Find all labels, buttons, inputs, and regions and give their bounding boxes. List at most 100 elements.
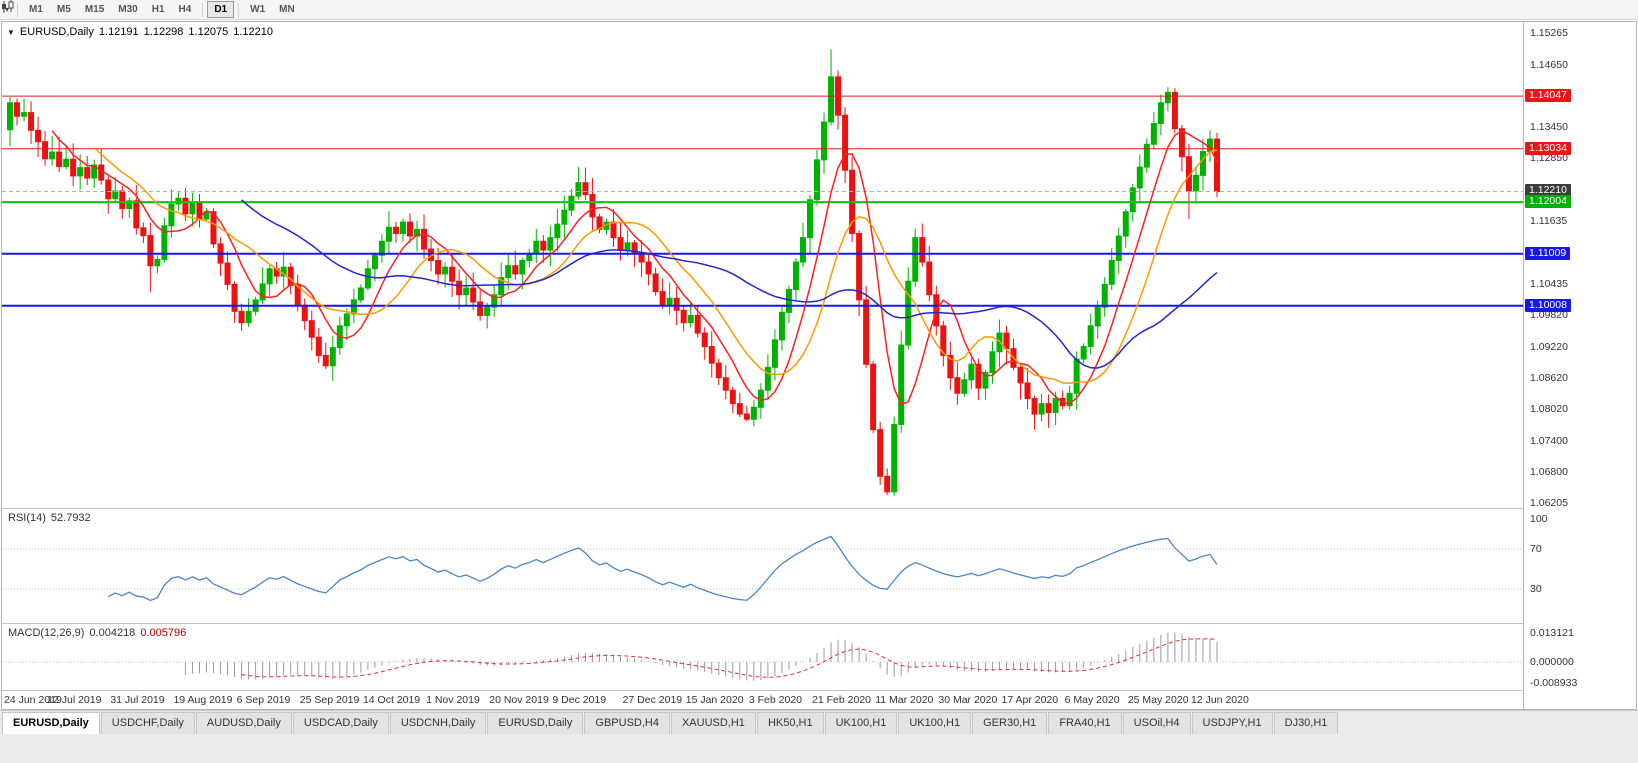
price-axis-tick: 1.09220 [1530, 340, 1568, 353]
timeframe-button-m30[interactable]: M30 [118, 4, 138, 15]
price-axis-tick: 1.08020 [1530, 402, 1568, 415]
timeframe-button-m1[interactable]: M1 [29, 4, 43, 15]
chart-tab-14-usdjpy-h1[interactable]: USDJPY,H1 [1191, 712, 1273, 734]
chart-tab-1-usdchf-daily[interactable]: USDCHF,Daily [100, 712, 195, 734]
price-axis-tick: 1.06205 [1530, 497, 1568, 509]
price-axis-tick: 1.10435 [1530, 277, 1568, 290]
time-axis-label: 12 Jun 2020 [1191, 694, 1249, 706]
macd-label: MACD(12,26,9) 0.004218 0.005796 [8, 627, 186, 639]
macd-name: MACD(12,26,9) [8, 627, 85, 639]
chart-tab-12-fra40-h1[interactable]: FRA40,H1 [1048, 712, 1122, 734]
price-axis-tick: 1.08620 [1530, 371, 1568, 384]
time-axis-label: 24 Jun 2019 [4, 694, 62, 706]
chart-tab-10-uk100-h1[interactable]: UK100,H1 [898, 712, 972, 734]
chart-tab-8-hk50-h1[interactable]: HK50,H1 [756, 712, 824, 734]
chart-tab-13-usoil-h4[interactable]: USOil,H4 [1122, 712, 1191, 734]
time-axis-label: 6 Sep 2019 [236, 694, 291, 706]
pane-separator [2, 690, 1636, 691]
resistance-line-2-badge: 1.13034 [1525, 141, 1571, 155]
chart-tab-5-eurusd-daily[interactable]: EURUSD,Daily [487, 712, 584, 734]
price-axis-tick: 1.15265 [1530, 27, 1568, 39]
rsi-name: RSI(14) [8, 512, 46, 524]
time-axis-label: 1 Nov 2019 [426, 694, 480, 706]
toolbar-separator [238, 2, 240, 17]
support-line-blue-1-badge: 1.11009 [1525, 246, 1571, 260]
timeframe-button-m5[interactable]: M5 [56, 4, 71, 15]
rsi-axis-tick: 30 [1530, 583, 1542, 595]
timeframe-button-w1[interactable]: W1 [250, 4, 266, 15]
ohlc-open: 1.12191 [98, 26, 139, 38]
candlestick-series [7, 49, 1220, 496]
macd-canvas [2, 632, 1523, 681]
rsi-indicator-pane[interactable]: RSI(14) 52.7932 [2, 509, 1523, 623]
macd-axis-tick: 0.000000 [1530, 655, 1574, 668]
timeframe-button-mn[interactable]: MN [279, 4, 295, 15]
candlestick-glyph-icon [2, 0, 14, 13]
chart-tab-2-audusd-daily[interactable]: AUDUSD,Daily [195, 712, 292, 734]
macd-signal-line [241, 638, 1218, 678]
pane-separator[interactable] [2, 623, 1636, 624]
time-axis: 24 Jun 2019 12 Jul 2019 31 Jul 2019 19 Aug … [2, 691, 1523, 709]
chart-tab-3-usdcad-daily[interactable]: USDCAD,Daily [292, 712, 389, 734]
rsi-canvas [2, 535, 1523, 602]
price-axis-tick: 1.13450 [1530, 121, 1568, 134]
time-axis-label: 6 May 2020 [1064, 694, 1120, 706]
timeframe-button-h1[interactable]: H1 [151, 4, 165, 15]
toolbar-separator [202, 2, 204, 17]
ma-mid-line [93, 147, 1218, 385]
price-axis-tick: 1.11635 [1530, 215, 1568, 228]
ohlc-close: 1.12210 [233, 26, 273, 38]
chart-tab-9-uk100-h1[interactable]: UK100,H1 [824, 712, 898, 734]
time-axis-label: 3 Feb 2020 [748, 694, 803, 706]
rsi-axis-tick: 100 [1530, 513, 1548, 525]
collapse-arrow-icon[interactable]: ▼ [7, 27, 15, 37]
chart-tab-4-usdcnh-daily[interactable]: USDCNH,Daily [389, 712, 487, 734]
chart-window: ▼ EURUSD,Daily 1.12191 1.12298 1.12075 1… [1, 21, 1637, 710]
chart-tab-6-gbpusd-h4[interactable]: GBPUSD,H4 [584, 712, 670, 734]
macd-axis-tick: 0.013121 [1530, 627, 1574, 639]
time-axis-label: 25 Sep 2019 [299, 694, 360, 706]
ma-fast-line [51, 129, 1218, 406]
time-axis-label: 27 Dec 2019 [622, 694, 683, 706]
time-axis-label: 30 Mar 2020 [938, 694, 998, 706]
price-axis: 1.15265 1.14650 1.13450 1.12850 1.11635 1.104… [1523, 22, 1636, 709]
time-axis-label: 25 May 2020 [1127, 694, 1189, 706]
price-axis-tick: 1.06800 [1530, 466, 1568, 479]
timeframe-button-m15[interactable]: M15 [84, 4, 105, 15]
ohlc-low: 1.12075 [188, 26, 229, 38]
rsi-label: RSI(14) 52.7932 [8, 512, 91, 524]
rsi-line [107, 535, 1218, 602]
macd-indicator-pane[interactable]: MACD(12,26,9) 0.004218 0.005796 [2, 624, 1523, 690]
macd-main-value: 0.004218 [89, 627, 136, 639]
support-line-green-badge: 1.12004 [1525, 195, 1571, 209]
pane-separator[interactable] [2, 508, 1636, 509]
price-axis-tick: 1.14650 [1530, 58, 1568, 71]
timeframe-buttons-group: M1 M5 M15 M30 H1 H4 D1 W1 MN [22, 1, 302, 18]
chart-type-dropdown-arrow-icon[interactable]: ▾ [5, 5, 10, 14]
support-line-blue-2-badge: 1.10008 [1525, 298, 1571, 312]
price-chart-pane[interactable]: ▼ EURUSD,Daily 1.12191 1.12298 1.12075 1… [2, 22, 1523, 508]
price-axis-tick: 1.07400 [1530, 435, 1568, 447]
chart-tab-11-ger30-h1[interactable]: GER30,H1 [972, 712, 1048, 734]
time-axis-label: 9 Dec 2019 [552, 694, 607, 706]
chart-tab-15-dj30-h1[interactable]: DJ30,H1 [1273, 712, 1339, 734]
current-price-line-badge: 1.12210 [1525, 184, 1571, 198]
timeframe-button-h4[interactable]: H4 [178, 4, 192, 15]
price-axis-tick: 1.09820 [1530, 309, 1568, 322]
rsi-axis-tick: 70 [1530, 543, 1542, 555]
time-axis-label: 12 Jul 2019 [47, 694, 102, 706]
time-axis-label: 17 Apr 2020 [1001, 694, 1059, 706]
price-axis-tick: 1.12850 [1530, 152, 1568, 165]
symbol-timeframe-label: EURUSD,Daily [19, 26, 94, 38]
timeframe-button-d1[interactable]: D1 [207, 1, 235, 18]
chart-tab-bar: EURUSD,Daily USDCHF,Daily AUDUSD,Daily USDC… [0, 710, 1638, 734]
time-axis-label: 21 Feb 2020 [812, 694, 872, 706]
macd-axis-tick: -0.008933 [1530, 677, 1578, 689]
time-axis-label: 14 Oct 2019 [362, 694, 421, 706]
time-axis-label: 11 Mar 2020 [875, 694, 934, 706]
chart-tab-0-eurusd-daily[interactable]: EURUSD,Daily [2, 712, 100, 734]
toolbar-separator [17, 2, 19, 17]
price-chart-canvas [2, 49, 1523, 496]
chart-tab-7-xauusd-h1[interactable]: XAUUSD,H1 [670, 712, 756, 734]
